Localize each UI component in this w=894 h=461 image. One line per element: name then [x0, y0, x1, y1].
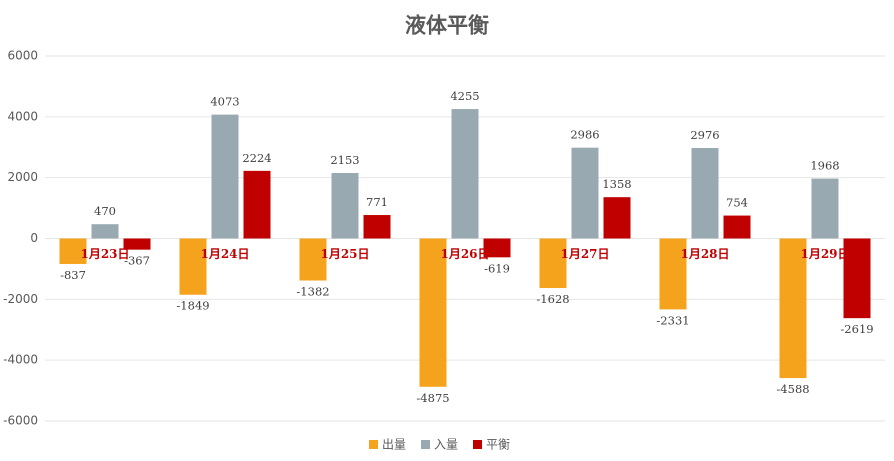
value-label: -1849	[176, 299, 209, 313]
x-tick-label: 1月23日	[80, 247, 129, 261]
bar	[211, 114, 239, 239]
legend-label: 入量	[434, 438, 458, 452]
x-tick-label: 1月25日	[320, 247, 369, 261]
bar	[811, 178, 839, 239]
y-tick-label: 0	[30, 231, 38, 245]
bar	[179, 238, 207, 295]
y-tick-label: -2000	[3, 292, 38, 306]
value-label: -4875	[416, 391, 449, 405]
bar	[363, 215, 391, 239]
bar	[451, 109, 479, 239]
bar	[483, 238, 511, 258]
bar	[419, 238, 447, 387]
x-tick-label: 1月24日	[200, 247, 249, 261]
value-label: -619	[484, 261, 510, 275]
value-label: 2976	[690, 128, 719, 142]
bar	[243, 170, 271, 239]
bar	[123, 238, 151, 250]
bar	[539, 238, 567, 289]
x-tick-label: 1月28日	[680, 247, 729, 261]
value-label: 470	[94, 204, 116, 218]
legend-swatch	[473, 440, 482, 449]
bar	[91, 224, 119, 239]
x-tick-label: 1月27日	[560, 247, 609, 261]
y-tick-label: 6000	[7, 49, 38, 63]
value-label: 4255	[450, 89, 479, 103]
value-label: 771	[366, 195, 388, 209]
value-label: -1628	[536, 292, 569, 306]
bar	[659, 238, 687, 310]
bar	[691, 147, 719, 239]
y-tick-label: 2000	[7, 170, 38, 184]
value-label: 4073	[210, 95, 239, 109]
value-label: -1382	[296, 285, 329, 299]
bar	[299, 238, 327, 281]
value-label: 2986	[570, 128, 599, 142]
bar	[723, 215, 751, 239]
legend-label: 出量	[382, 438, 406, 452]
legend-label: 平衡	[486, 438, 510, 452]
x-tick-label: 1月29日	[800, 247, 849, 261]
y-tick-label: -6000	[3, 414, 38, 428]
value-label: -837	[60, 268, 86, 282]
x-tick-label: 1月26日	[440, 247, 489, 261]
bar	[779, 238, 807, 379]
bar	[331, 173, 359, 239]
value-label: 2153	[330, 153, 359, 167]
value-label: -2331	[656, 313, 689, 327]
value-label: 1968	[810, 159, 839, 173]
value-label: 2224	[242, 151, 271, 165]
legend-swatch	[421, 440, 430, 449]
bar	[571, 147, 599, 239]
value-label: 1358	[602, 177, 631, 191]
value-label: -2619	[840, 322, 873, 336]
y-tick-label: -4000	[3, 353, 38, 367]
bar	[59, 238, 87, 264]
value-label: -4588	[776, 382, 809, 396]
value-label: 754	[726, 196, 748, 210]
bar	[603, 197, 631, 239]
legend-swatch	[369, 440, 378, 449]
y-tick-label: 4000	[7, 109, 38, 123]
value-label: -367	[124, 254, 150, 268]
bar	[843, 238, 871, 319]
chart-title: 液体平衡	[405, 13, 489, 38]
